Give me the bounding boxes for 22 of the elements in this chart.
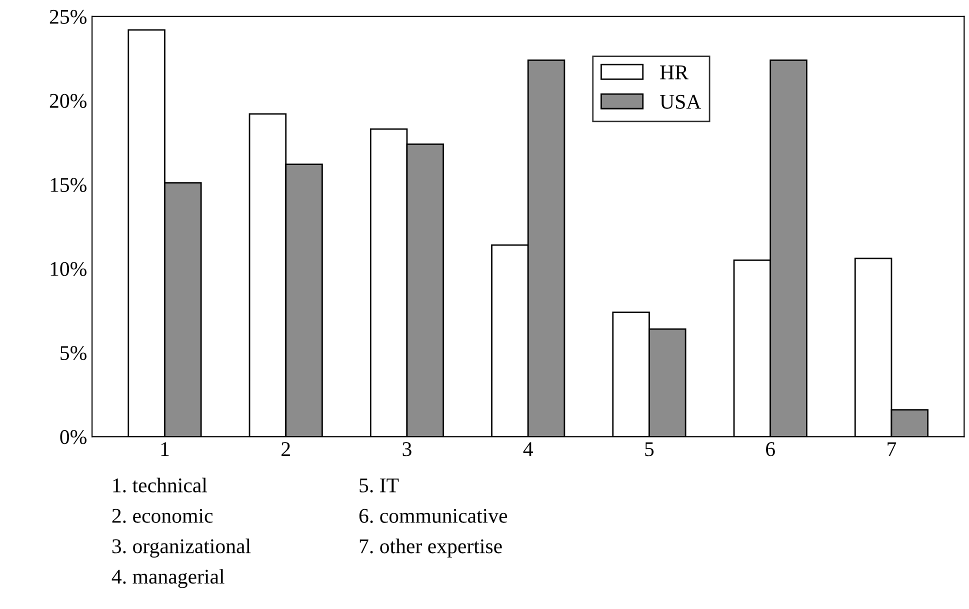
text: 7. other expertise xyxy=(360,538,502,558)
y-tick-label: 10% xyxy=(50,262,86,276)
text: 2. economic xyxy=(112,508,213,523)
text: 6. communicative xyxy=(359,508,508,523)
x-tick-label: 4 xyxy=(523,442,533,456)
text: 3. organizational xyxy=(112,538,251,558)
y-tick-label: 20% xyxy=(50,94,86,108)
y-tick-label: 15% xyxy=(50,178,86,192)
x-tick-label: 7 xyxy=(888,442,896,456)
y-tick-label: 0% xyxy=(60,430,86,444)
y-tick-label: 25% xyxy=(50,10,86,24)
y-tick-label: 5% xyxy=(60,346,86,360)
x-tick-label: 1 xyxy=(161,442,169,456)
text: 1. technical xyxy=(113,478,208,493)
text: 4. managerial xyxy=(112,569,224,588)
text: 5. IT xyxy=(360,478,399,493)
x-tick-label: 5 xyxy=(645,442,654,456)
x-tick-label: 6 xyxy=(766,442,775,456)
legend-label: HR xyxy=(660,66,688,80)
x-tick-label: 3 xyxy=(402,442,412,456)
legend-label: USA xyxy=(660,94,702,109)
x-tick-label: 2 xyxy=(282,442,290,456)
